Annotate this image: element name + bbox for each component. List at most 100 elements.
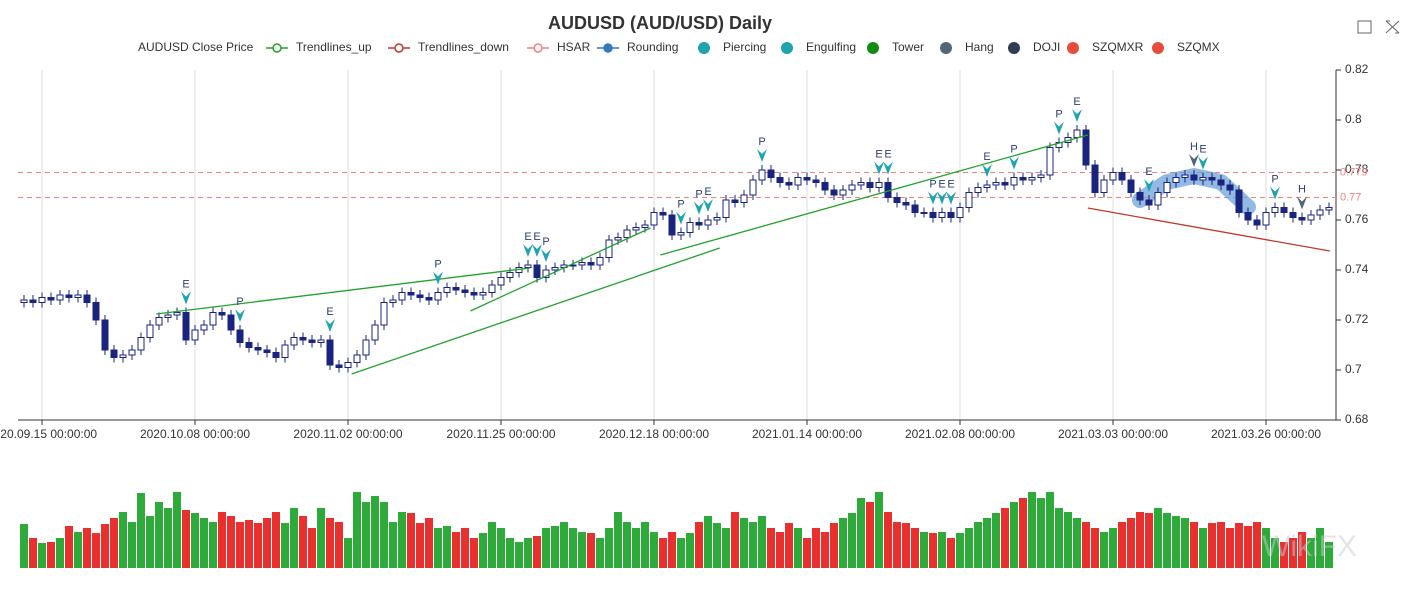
candle-body xyxy=(470,292,478,296)
volume-bar xyxy=(551,526,559,568)
candle-body xyxy=(119,354,127,358)
volume-bar xyxy=(290,508,298,568)
volume-bar xyxy=(101,524,109,568)
volume-bar xyxy=(209,522,217,568)
pattern-label: E xyxy=(704,186,711,198)
volume-bar xyxy=(542,528,550,568)
legend-label[interactable]: Hang xyxy=(965,40,994,54)
volume-bar xyxy=(1307,538,1315,568)
volume-bar xyxy=(245,520,253,568)
legend-marker xyxy=(394,43,404,53)
candle-body xyxy=(317,339,325,343)
candle-body xyxy=(776,177,784,183)
candle-body xyxy=(281,344,289,358)
legend-label[interactable]: SZQMX xyxy=(1177,40,1220,54)
legend-label[interactable]: AUDUSD Close Price xyxy=(138,40,254,54)
candle-body xyxy=(749,179,757,196)
y-tick-label: 0.78 xyxy=(1345,162,1369,176)
candle-body xyxy=(56,294,64,301)
volume-bar xyxy=(1244,526,1252,568)
candle-body xyxy=(1199,177,1207,181)
volume-bar xyxy=(650,532,658,568)
candle-body xyxy=(974,187,982,193)
candle-body xyxy=(1181,174,1189,178)
volume-bar xyxy=(173,492,181,568)
candle-body xyxy=(245,342,253,348)
candle-body xyxy=(794,177,802,186)
legend-label[interactable]: Tower xyxy=(892,40,924,54)
legend-label[interactable]: Piercing xyxy=(723,40,766,54)
candle-body xyxy=(929,212,937,218)
toolbox[interactable] xyxy=(1357,20,1400,34)
volume-bar xyxy=(506,538,514,568)
volume-bar xyxy=(992,513,1000,568)
candle-body xyxy=(1190,174,1198,181)
pattern-label: E xyxy=(983,151,990,163)
volume-bar xyxy=(1010,502,1018,568)
volume-bar xyxy=(182,510,190,568)
candle-body xyxy=(1028,177,1036,181)
volume-bar xyxy=(1064,512,1072,568)
candle-body xyxy=(1109,172,1117,181)
volume-bar xyxy=(254,523,262,568)
volume-bar xyxy=(335,522,343,568)
volume-bar xyxy=(1262,528,1270,568)
candle-body xyxy=(326,339,334,366)
volume-bar xyxy=(920,532,928,568)
volume-bar xyxy=(353,492,361,568)
pattern-marker xyxy=(883,161,893,175)
pattern-marker xyxy=(181,291,191,305)
y-tick-label: 0.8 xyxy=(1345,112,1362,126)
volume-bar xyxy=(983,518,991,568)
volume-bar xyxy=(146,516,154,568)
pattern-label: E xyxy=(1145,166,1152,178)
volume-bar xyxy=(1037,498,1045,568)
volume-bar xyxy=(1136,512,1144,568)
candle-body xyxy=(1145,199,1153,206)
legend-label[interactable]: Trendlines_down xyxy=(418,40,509,54)
candle-body xyxy=(1298,217,1306,221)
restore-icon[interactable] xyxy=(1385,20,1400,34)
zoom-icon[interactable] xyxy=(1357,20,1372,34)
volume-bar xyxy=(488,522,496,568)
volume-bar xyxy=(1082,522,1090,568)
x-tick-label: 2020.11.25 00:00:00 xyxy=(446,427,556,441)
legend-label[interactable]: Trendlines_up xyxy=(296,40,372,54)
candle-body xyxy=(1010,177,1018,186)
volume-bar xyxy=(938,532,946,568)
pattern-label: P xyxy=(1010,143,1017,155)
candle-body xyxy=(425,297,433,301)
volume-bar xyxy=(1172,516,1180,568)
legend-label[interactable]: DOJI xyxy=(1033,40,1060,54)
chart-title: AUDUSD (AUD/USD) Daily xyxy=(548,13,772,33)
x-tick-label: 2020.11.02 00:00:00 xyxy=(293,427,403,441)
legend-label[interactable]: Rounding xyxy=(627,40,678,54)
x-tick-label: 2021.01.14 00:00:00 xyxy=(752,427,862,441)
candle-body xyxy=(938,212,946,218)
candle-body xyxy=(1019,177,1027,181)
candle-body xyxy=(254,347,262,351)
volume-bar xyxy=(416,523,424,568)
legend-label[interactable]: HSAR xyxy=(557,40,591,54)
trendline xyxy=(660,134,1088,256)
x-tick-label: 2021.02.08 00:00:00 xyxy=(905,427,1015,441)
candle-body xyxy=(389,299,397,303)
candle-body xyxy=(362,339,370,356)
volume-bar xyxy=(92,533,100,568)
trendline xyxy=(351,247,720,375)
candle-body xyxy=(623,229,631,238)
candle-body xyxy=(893,197,901,203)
volume-bar xyxy=(659,538,667,568)
legend-label[interactable]: Engulfing xyxy=(806,40,856,54)
pattern-marker xyxy=(1297,196,1307,210)
volume-bar xyxy=(110,518,118,568)
legend-label[interactable]: SZQMXR xyxy=(1092,40,1144,54)
legend-marker xyxy=(781,42,793,54)
volume-bar xyxy=(191,513,199,568)
volume-bar xyxy=(380,502,388,568)
volume-bar xyxy=(452,532,460,568)
volume-bar xyxy=(803,538,811,568)
volume-bar xyxy=(1100,532,1108,568)
volume-bar xyxy=(1280,542,1288,568)
